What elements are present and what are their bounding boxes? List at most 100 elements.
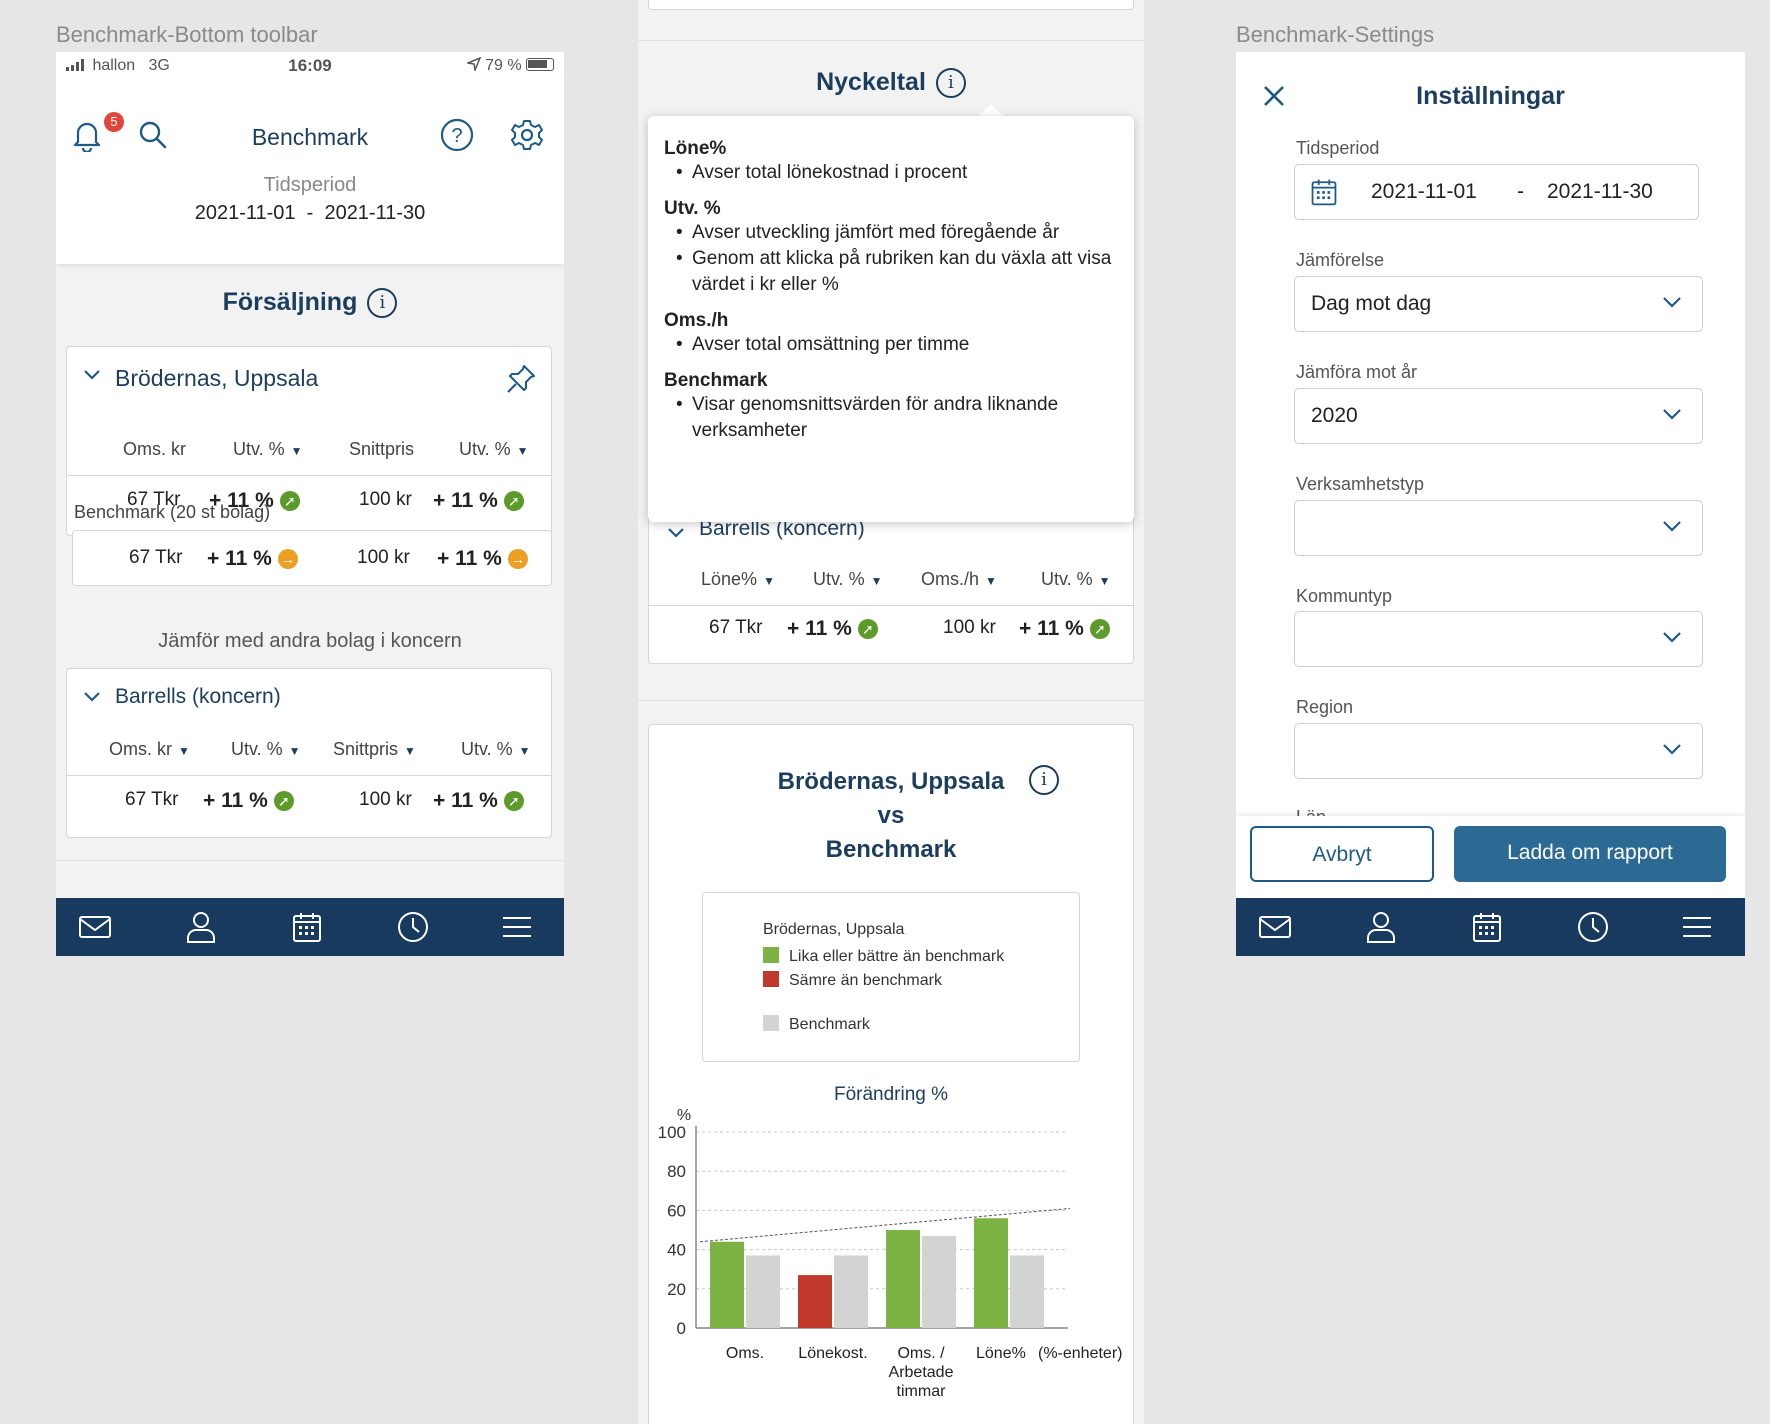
period-from[interactable]: 2021-11-01	[1371, 180, 1477, 203]
bar-benchmark	[746, 1255, 780, 1328]
up-arrow-icon: ➚	[273, 791, 294, 811]
pin-icon[interactable]	[505, 363, 537, 400]
group-value-utv-1: + 11 % ➚	[203, 789, 294, 813]
column-utv-2[interactable]: Utv. % ▼	[459, 439, 529, 459]
calendar-icon[interactable]	[1470, 911, 1504, 943]
chevron-down-icon[interactable]	[667, 523, 685, 544]
comparison-info-icon[interactable]: i	[1029, 765, 1059, 795]
section-divider	[638, 40, 1144, 41]
user-icon[interactable]	[1364, 911, 1398, 943]
info-popover: Löne% Avser total lönekostnad i procent …	[648, 116, 1134, 522]
notifications-button[interactable]: 5	[70, 112, 124, 157]
column-snittpris[interactable]: Snittpris ▼	[333, 739, 416, 759]
business-type-select[interactable]	[1294, 500, 1703, 556]
chevron-down-icon[interactable]	[83, 687, 101, 708]
clock-icon[interactable]	[396, 911, 430, 943]
key-figures-info-icon[interactable]: i	[935, 68, 966, 99]
year-select[interactable]: 2020	[1294, 388, 1703, 444]
bar-benchmark	[1010, 1255, 1044, 1328]
clock-icon[interactable]	[1576, 911, 1610, 943]
network-type: 3G	[148, 57, 170, 74]
legend-swatch-benchmark	[763, 1015, 779, 1031]
period-range: 2021-11-01 - 2021-11-30	[194, 202, 426, 224]
group-value-oms: 67 Tkr	[125, 789, 179, 810]
business-type-label: Verksamhetstyp	[1296, 474, 1425, 494]
settings-button[interactable]	[510, 118, 544, 157]
chevron-down-icon[interactable]	[83, 365, 101, 386]
comparison-label: Jämförelse	[1296, 250, 1385, 270]
cancel-button[interactable]: Avbryt	[1250, 826, 1434, 882]
frame-label-bottom-toolbar: Benchmark-Bottom toolbar	[56, 22, 318, 47]
column-utv-1[interactable]: Utv. % ▼	[233, 439, 303, 459]
sales-info-icon[interactable]: i	[367, 288, 398, 319]
bar-company	[886, 1230, 920, 1328]
bench-value-utv-1: + 11 % →	[207, 547, 298, 571]
x-tick-label: Oms. /	[897, 1345, 945, 1362]
value-utv-2: + 11 % ➚	[433, 489, 524, 513]
carrier-info: hallon 3G	[66, 57, 170, 75]
y-tick-label: 0	[677, 1319, 686, 1338]
column-utv-2[interactable]: Utv. % ▼	[461, 739, 531, 759]
comparison-title-line1: Brödernas, Uppsala	[777, 768, 1005, 795]
legend-better: Lika eller bättre än benchmark	[763, 947, 1004, 966]
legend-swatch-better	[763, 947, 779, 963]
region-select[interactable]	[1294, 723, 1703, 779]
status-time: 16:09	[288, 56, 332, 75]
column-utv-1[interactable]: Utv. % ▼	[231, 739, 301, 759]
year-label: Jämföra mot år	[1296, 362, 1418, 382]
column-oms-kr[interactable]: Oms. kr	[123, 439, 186, 459]
value-utv-1: + 11 % ➚	[209, 489, 300, 513]
bench-value-snittpris: 100 kr	[357, 547, 410, 568]
calendar-icon[interactable]	[290, 911, 324, 943]
municipality-select[interactable]	[1294, 611, 1703, 667]
column-lone[interactable]: Löne% ▼	[701, 569, 775, 589]
column-utv-2[interactable]: Utv. % ▼	[1041, 569, 1111, 589]
x-tick-label: timmar	[897, 1383, 947, 1400]
popover-arrow	[976, 104, 1006, 118]
change-chart: % 0 20 40 60 80 100 Oms. Lönekost. Oms. / Arbetade…	[658, 1107, 1123, 1400]
column-snittpris[interactable]: Snittpris	[349, 439, 415, 459]
comparison-select[interactable]: Dag mot dag	[1294, 276, 1703, 332]
popover-item: Avser total omsättning per timme	[664, 332, 1118, 358]
bar-company	[974, 1218, 1008, 1328]
period-field[interactable]: 2021-11-01 - 2021-11-30	[1294, 164, 1699, 220]
column-oms-h[interactable]: Oms./h ▼	[921, 569, 997, 589]
mail-icon[interactable]	[78, 911, 112, 943]
period-to[interactable]: 2021-11-30	[1547, 180, 1653, 203]
period-label: Tidsperiod	[263, 174, 357, 196]
up-arrow-icon: ➚	[503, 791, 524, 811]
period-separator: -	[1517, 180, 1524, 203]
help-button[interactable]: ?	[440, 118, 474, 157]
mail-icon[interactable]	[1258, 911, 1292, 943]
comparison-title-line2: vs	[877, 802, 905, 829]
chart-legend: Brödernas, Uppsala Lika eller bättre än …	[702, 892, 1080, 1062]
popover-term: Oms./h	[664, 310, 729, 331]
up-arrow-icon: ➚	[279, 491, 300, 511]
reload-report-button[interactable]: Ladda om rapport	[1454, 826, 1726, 882]
column-oms-kr[interactable]: Oms. kr ▼	[109, 739, 190, 759]
municipality-label: Kommuntyp	[1296, 586, 1393, 606]
y-axis-label: %	[677, 1107, 691, 1124]
status-bar: hallon 3G 16:09 79 %	[56, 52, 564, 80]
company-card: Brödernas, Uppsala Oms. kr Utv. % ▼ Snitt…	[66, 346, 552, 536]
menu-icon[interactable]	[1680, 911, 1714, 943]
search-button[interactable]	[138, 120, 168, 155]
chevron-down-icon	[1663, 409, 1681, 420]
key-value-3: 100 kr	[943, 617, 996, 638]
menu-icon[interactable]	[500, 911, 534, 943]
popover-term: Löne%	[664, 138, 727, 159]
benchmark-card: 67 Tkr + 11 % → 100 kr + 11 % →	[72, 530, 552, 586]
column-utv-1[interactable]: Utv. % ▼	[813, 569, 883, 589]
section-divider	[56, 860, 564, 861]
popover-term: Utv. %	[664, 198, 721, 219]
group-name[interactable]: Barrells (koncern)	[699, 517, 865, 540]
frame-label-settings: Benchmark-Settings	[1236, 22, 1435, 47]
close-icon[interactable]	[1262, 84, 1286, 113]
battery-percent: 79 %	[485, 57, 522, 74]
group-name[interactable]: Barrells (koncern)	[115, 685, 281, 708]
company-name[interactable]: Brödernas, Uppsala	[115, 365, 319, 391]
group-card: Barrells (koncern) Oms. kr ▼ Utv. % ▼ Snit…	[66, 668, 552, 838]
comparison-title: Brödernas, Uppsala vs Benchmark	[649, 765, 1133, 867]
bench-value-utv-2: + 11 % →	[437, 547, 528, 571]
user-icon[interactable]	[184, 911, 218, 943]
